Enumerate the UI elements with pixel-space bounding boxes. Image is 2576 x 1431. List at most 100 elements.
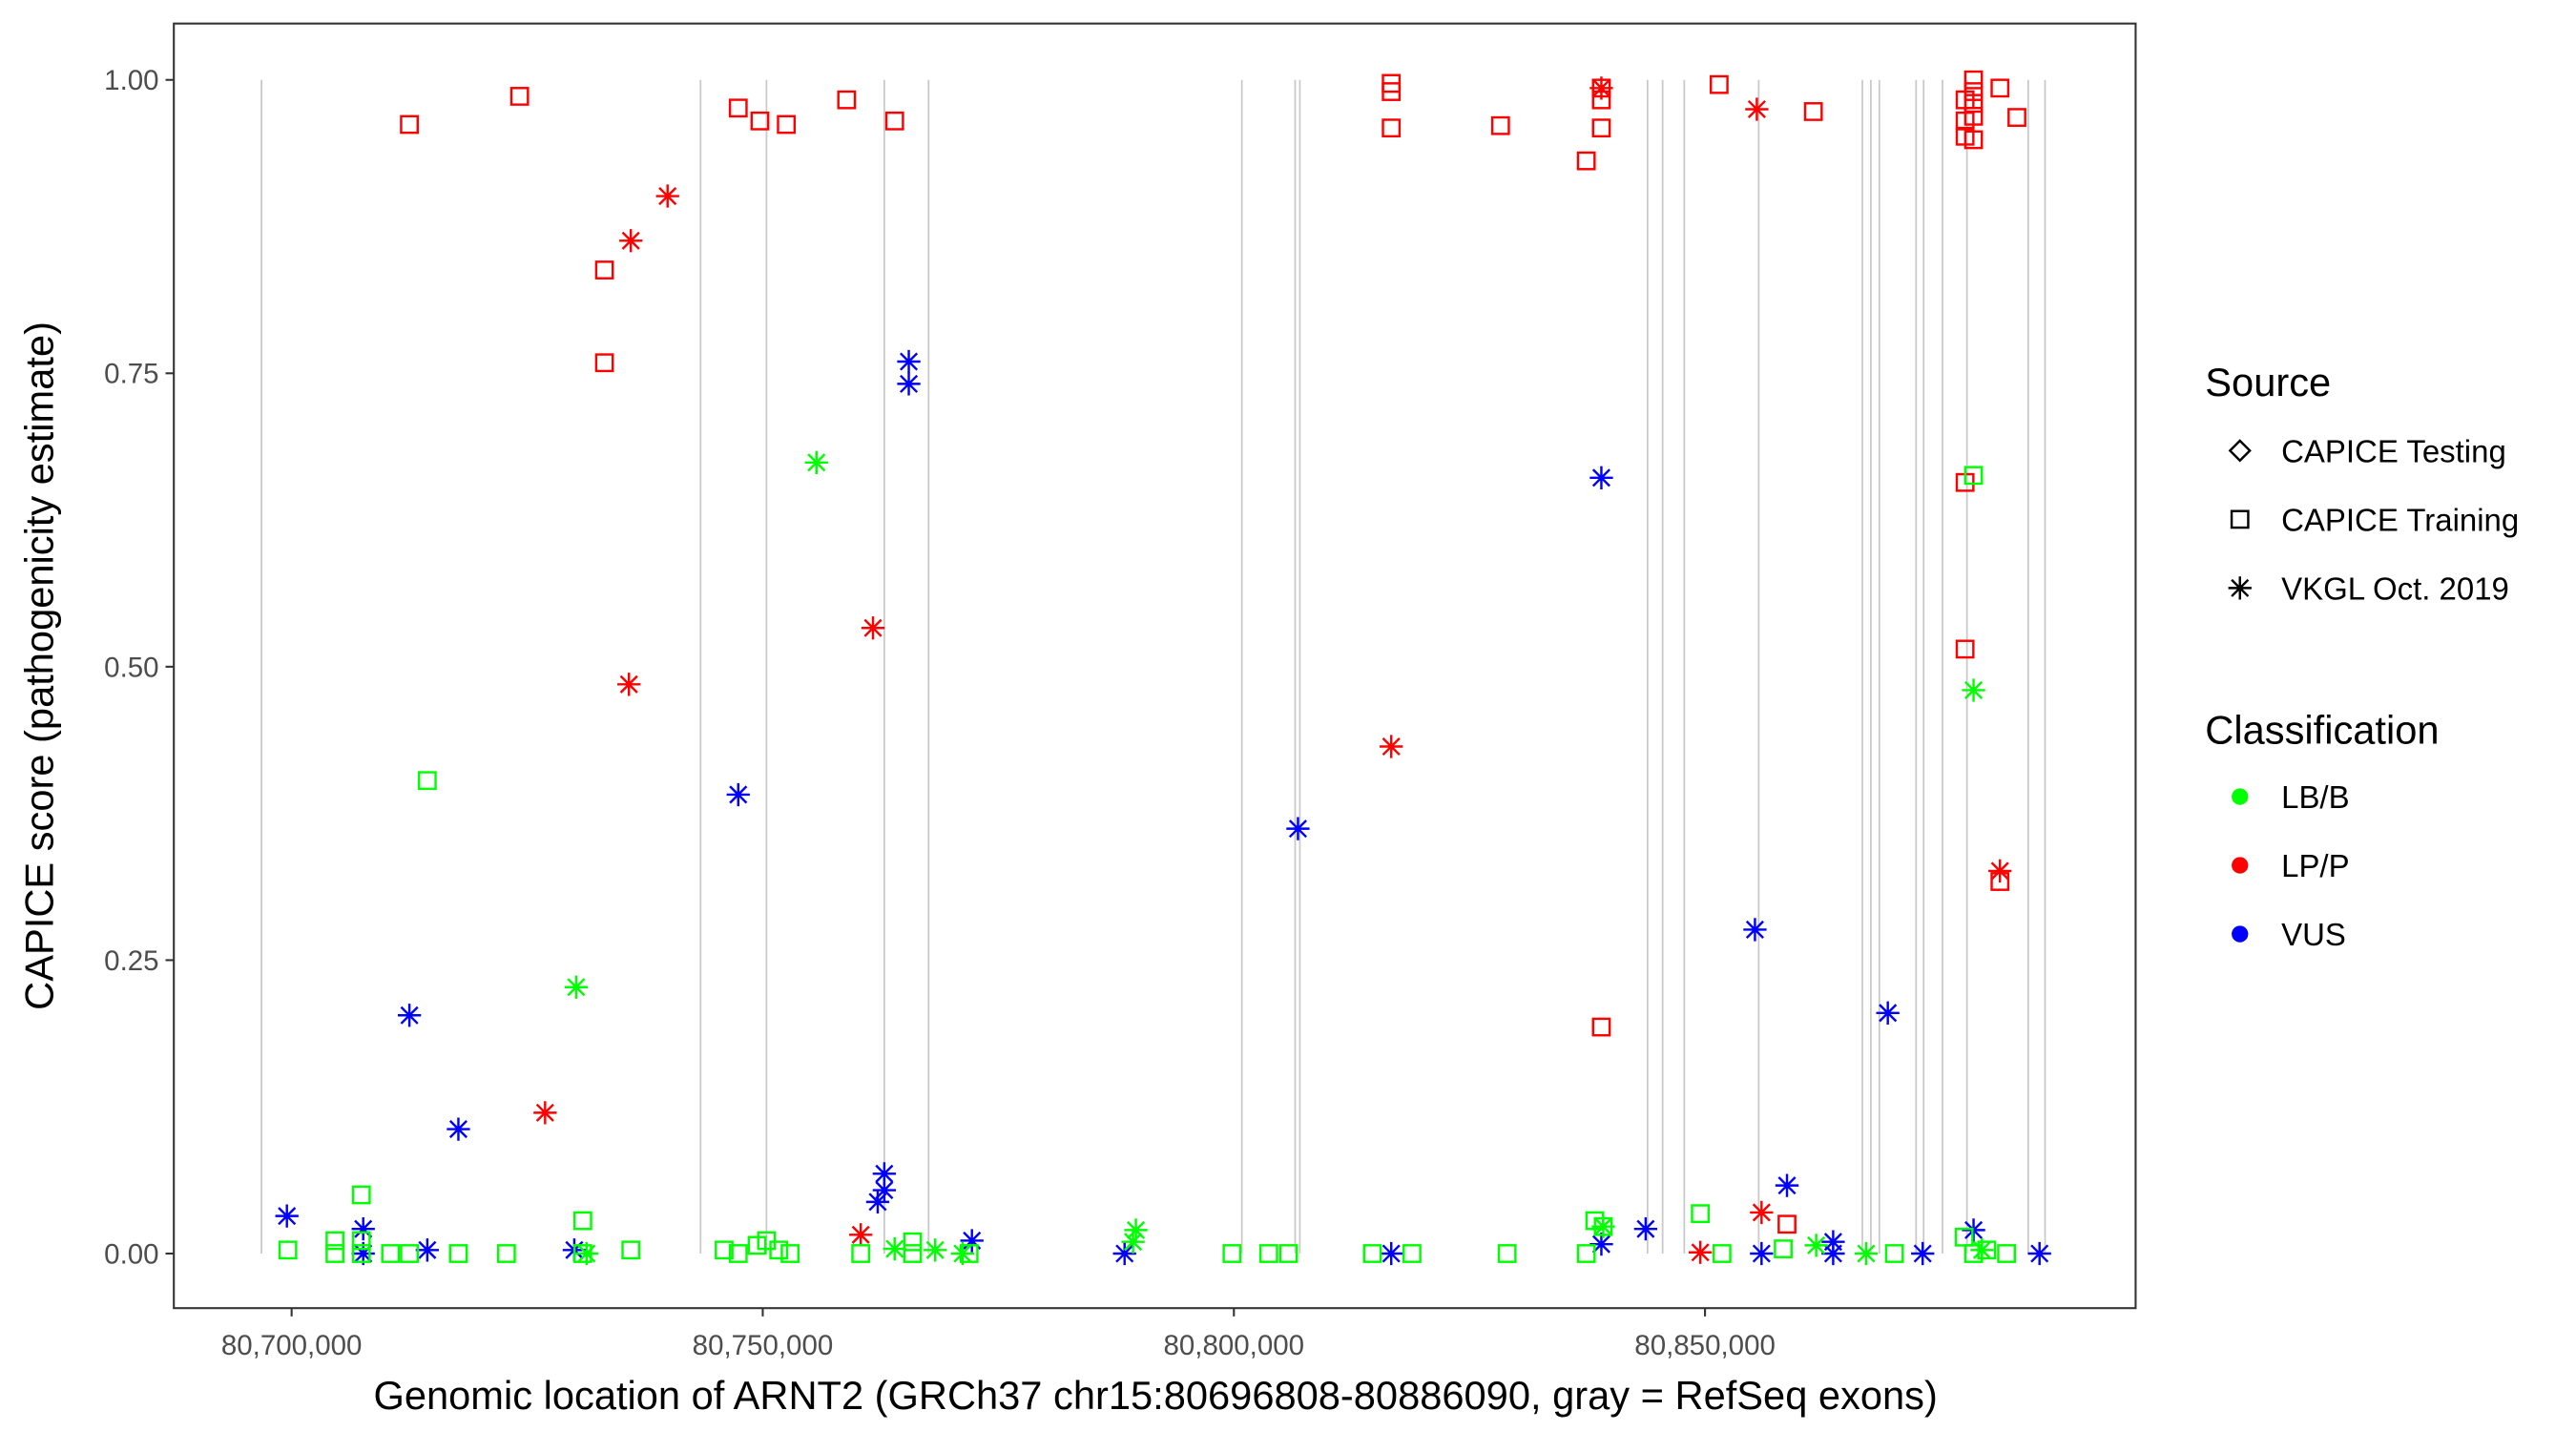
data-point-vkgl-U (1633, 1217, 1658, 1241)
data-point-train-B (572, 1244, 592, 1263)
data-point-vkgl-U (872, 1178, 897, 1202)
data-point-train-P (1490, 115, 1510, 135)
x-tick-label: 80,700,000 (221, 1330, 363, 1361)
legend-dot-icon (2232, 857, 2249, 874)
data-point-train-B (1258, 1244, 1278, 1263)
data-point-train-B (1774, 1239, 1793, 1258)
y-tick-label: 0.50 (104, 652, 158, 683)
legend-symbol-asterisk-icon (2228, 576, 2252, 600)
data-point-vkgl-P (533, 1101, 557, 1125)
data-point-vkgl-U (960, 1229, 984, 1253)
data-point-train-B (959, 1244, 979, 1263)
data-point-vkgl-P (1988, 859, 2012, 883)
data-point-train-P (837, 90, 857, 110)
data-point-vkgl-U (1821, 1230, 1845, 1254)
data-point-train-P (1963, 82, 1984, 101)
data-point-train-P (1710, 74, 1729, 94)
data-point-train-P (1963, 130, 1984, 150)
data-point-train-P (777, 114, 797, 135)
data-point-train-P (1963, 93, 1984, 114)
data-point-vkgl-B (883, 1236, 906, 1261)
data-point-train-B (351, 1244, 371, 1263)
data-point-train-B (1997, 1244, 2017, 1263)
data-point-train-B (903, 1244, 923, 1263)
legend-class-label: LP/P (2281, 848, 2349, 883)
data-point-vkgl-B (1962, 678, 1985, 702)
data-point-train-B (1977, 1240, 1997, 1260)
data-point-train-P (1591, 1017, 1611, 1037)
y-axis-title: CAPICE score (pathogenicity estimate) (17, 321, 62, 1010)
data-point-train-B (496, 1244, 516, 1263)
data-point-vkgl-U (1876, 1001, 1900, 1025)
legend-source-label: CAPICE Testing (2281, 434, 2506, 469)
data-point-train-P (1381, 82, 1402, 101)
data-point-train-B (1691, 1204, 1711, 1224)
data-point-train-P (1963, 106, 1984, 126)
data-point-train-P (1955, 639, 1975, 659)
data-point-vkgl-U (351, 1241, 375, 1266)
data-point-vkgl-B (574, 1241, 598, 1266)
data-point-vkgl-U (872, 1162, 897, 1186)
data-point-vkgl-U (397, 1004, 422, 1027)
data-point-train-P (1963, 70, 1984, 90)
data-point-train-P (2007, 108, 2026, 127)
legend-source-label: VKGL Oct. 2019 (2281, 571, 2509, 607)
data-point-vkgl-U (351, 1217, 375, 1241)
data-point-train-P (594, 260, 614, 280)
x-axis-title: Genomic location of ARNT2 (GRCh37 chr15:… (373, 1373, 1937, 1418)
data-point-vkgl-P (655, 184, 679, 208)
data-point-vkgl-P (1745, 97, 1769, 121)
data-point-vkgl-B (564, 975, 589, 999)
data-point-train-B (1576, 1244, 1596, 1263)
data-point-train-B (1712, 1244, 1732, 1263)
data-point-train-B (1884, 1244, 1904, 1263)
data-point-train-B (851, 1244, 871, 1263)
data-point-vkgl-P (617, 673, 641, 696)
legend-dot-icon (2232, 788, 2249, 805)
legend-class-label: VUS (2281, 917, 2346, 952)
data-point-vkgl-U (1112, 1241, 1136, 1266)
data-point-train-B (769, 1240, 789, 1260)
x-tick-label: 80,850,000 (1634, 1330, 1776, 1361)
data-point-train-P (1591, 118, 1611, 138)
data-point-train-P (884, 111, 904, 131)
data-point-vkgl-U (1743, 918, 1767, 942)
data-point-train-P (1576, 151, 1596, 171)
data-point-vkgl-U (1380, 1241, 1403, 1266)
data-point-train-B (1963, 1244, 1984, 1263)
data-point-train-B (572, 1211, 592, 1231)
data-point-vkgl-B (924, 1238, 947, 1262)
legend-class-label: LB/B (2281, 779, 2349, 815)
data-point-train-B (278, 1240, 298, 1260)
data-point-vkgl-P (1689, 1240, 1713, 1264)
data-point-vkgl-U (1589, 1233, 1613, 1256)
data-point-train-B (1497, 1244, 1517, 1263)
data-point-train-P (594, 353, 614, 373)
data-point-vkgl-P (1589, 76, 1613, 100)
legend: Source Classification CAPICE Testing CAPI… (2205, 360, 2519, 952)
data-point-train-B (1222, 1244, 1242, 1263)
data-point-vkgl-U (415, 1238, 440, 1262)
data-point-train-P (1990, 78, 2010, 98)
data-point-vkgl-B (1124, 1218, 1148, 1242)
data-point-vkgl-U (897, 372, 921, 396)
data-point-train-B (351, 1185, 371, 1205)
data-point-train-P (728, 98, 748, 118)
y-tick-label: 0.25 (104, 945, 158, 977)
data-point-vkgl-U (865, 1190, 890, 1214)
data-point-vkgl-U (897, 349, 921, 374)
data-point-train-B (1362, 1244, 1382, 1263)
data-point-vkgl-B (1854, 1241, 1879, 1266)
data-point-train-B (448, 1244, 468, 1263)
data-point-train-B (1278, 1244, 1298, 1263)
data-point-train-B (417, 771, 437, 791)
data-point-train-B (351, 1231, 371, 1251)
legend-source-title: Source (2205, 360, 2331, 404)
data-point-vkgl-B (804, 450, 828, 474)
legend-symbol-square-icon (2230, 509, 2250, 529)
data-point-vkgl-B (1804, 1234, 1828, 1257)
y-tick-label: 1.00 (104, 65, 158, 96)
data-point-train-B (381, 1244, 401, 1263)
